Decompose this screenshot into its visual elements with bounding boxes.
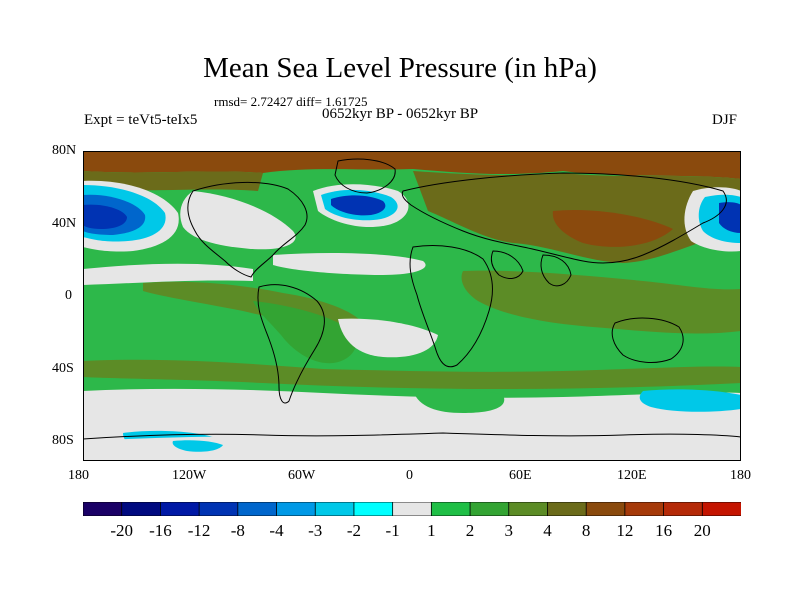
season-label: DJF xyxy=(712,112,738,128)
colorbar-swatch xyxy=(160,502,201,516)
colorbar-swatch xyxy=(392,502,433,516)
antarctica-region xyxy=(83,436,741,461)
map-frame xyxy=(83,151,741,461)
colorbar-tick-label: 8 xyxy=(581,521,591,540)
arctic-high-region xyxy=(83,151,741,179)
lon-label-120w: 120W xyxy=(172,468,207,483)
southern-ocean-neutral xyxy=(83,388,741,444)
colorbar-swatch xyxy=(83,502,123,516)
south-atlantic-green-patch xyxy=(413,388,505,413)
colorbar-tick-label: -3 xyxy=(308,521,323,540)
stats-text: rmsd= 2.72427 diff= 1.61725 xyxy=(214,94,368,109)
lon-label-180e: 180 xyxy=(730,468,751,483)
chart-title: Mean Sea Level Pressure (in hPa) xyxy=(203,52,597,84)
experiment-label: Expt = teVt5-teIx5 xyxy=(84,112,198,128)
colorbar-swatch xyxy=(585,502,626,516)
south-atlantic-neutral xyxy=(338,318,438,358)
lat-label-40n: 40N xyxy=(52,216,77,231)
coastlines xyxy=(83,158,741,440)
colorbar-tick-label: -2 xyxy=(346,521,362,540)
colorbar-swatch xyxy=(663,502,704,516)
colorbar-swatch xyxy=(237,502,278,516)
colorbar-tick-label: 4 xyxy=(543,521,552,540)
colorbar-swatch xyxy=(198,502,239,516)
colorbar-tick-label: -1 xyxy=(385,521,400,540)
colorbar-swatch xyxy=(469,502,510,516)
lon-label-120e: 120E xyxy=(617,468,647,483)
colorbar-tick-label: 1 xyxy=(427,521,436,540)
colorbar-swatch xyxy=(547,502,588,516)
period-text: 0652kyr BP - 0652kyr BP xyxy=(322,106,479,122)
north-atlantic-low-core xyxy=(331,195,386,216)
lon-label-0: 0 xyxy=(406,468,413,483)
colorbar-swatch xyxy=(508,502,549,516)
north-america-neutral xyxy=(180,191,296,250)
south-america-region xyxy=(253,301,357,364)
lat-label-80n: 80N xyxy=(52,143,77,158)
indian-ocean-positive xyxy=(461,270,741,334)
colorbar-tick-label: -16 xyxy=(149,521,172,540)
lon-label-180w: 180 xyxy=(68,468,89,483)
colorbar-tick-label: -20 xyxy=(110,521,134,540)
colorbar-tick-label: 3 xyxy=(504,521,514,540)
siberian-high-region xyxy=(552,209,673,247)
colorbar xyxy=(83,502,741,516)
colorbar-tick-label: -4 xyxy=(269,521,284,540)
colorbar-swatch xyxy=(353,502,394,516)
colorbar-tick-label: -8 xyxy=(230,521,245,540)
colorbar-tick-label: 2 xyxy=(465,521,475,540)
lon-label-60w: 60W xyxy=(288,468,316,483)
colorbar-tick-label: -12 xyxy=(187,521,211,540)
colorbar-tick-label: 12 xyxy=(616,521,634,540)
colorbar-swatch xyxy=(121,502,162,516)
colorbar-swatch xyxy=(624,502,665,516)
north-pacific-low-core-east xyxy=(719,202,741,233)
lat-label-40s: 40S xyxy=(52,361,74,376)
lon-label-60e: 60E xyxy=(509,468,532,483)
colorbar-tick-label: 16 xyxy=(655,521,673,540)
lat-label-eq: 0 xyxy=(65,288,72,303)
antarctic-low-patch xyxy=(172,440,223,452)
southern-ocean-low-east xyxy=(639,389,741,412)
tropical-neutral-band xyxy=(83,263,253,285)
colorbar-swatch xyxy=(701,502,741,516)
colorbar-tick-label: 20 xyxy=(693,521,711,540)
southern-positive-band xyxy=(83,359,741,389)
lat-label-80s: 80S xyxy=(52,433,74,448)
colorbar-swatch xyxy=(314,502,355,516)
atlantic-neutral-band xyxy=(273,253,426,275)
colorbar-swatch xyxy=(430,502,471,516)
pressure-difference-map xyxy=(83,151,741,461)
colorbar-swatch xyxy=(276,502,317,516)
north-pacific-low-core-west xyxy=(83,204,127,229)
